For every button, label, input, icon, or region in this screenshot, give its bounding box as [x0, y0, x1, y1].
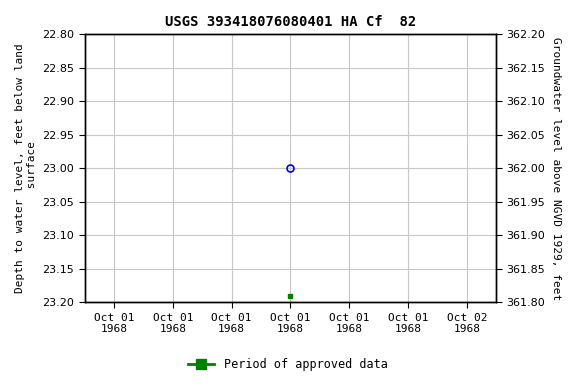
- Legend: Period of approved data: Period of approved data: [184, 354, 392, 376]
- Y-axis label: Groundwater level above NGVD 1929, feet: Groundwater level above NGVD 1929, feet: [551, 37, 561, 300]
- Y-axis label: Depth to water level, feet below land
 surface: Depth to water level, feet below land su…: [15, 43, 37, 293]
- Title: USGS 393418076080401 HA Cf  82: USGS 393418076080401 HA Cf 82: [165, 15, 416, 29]
